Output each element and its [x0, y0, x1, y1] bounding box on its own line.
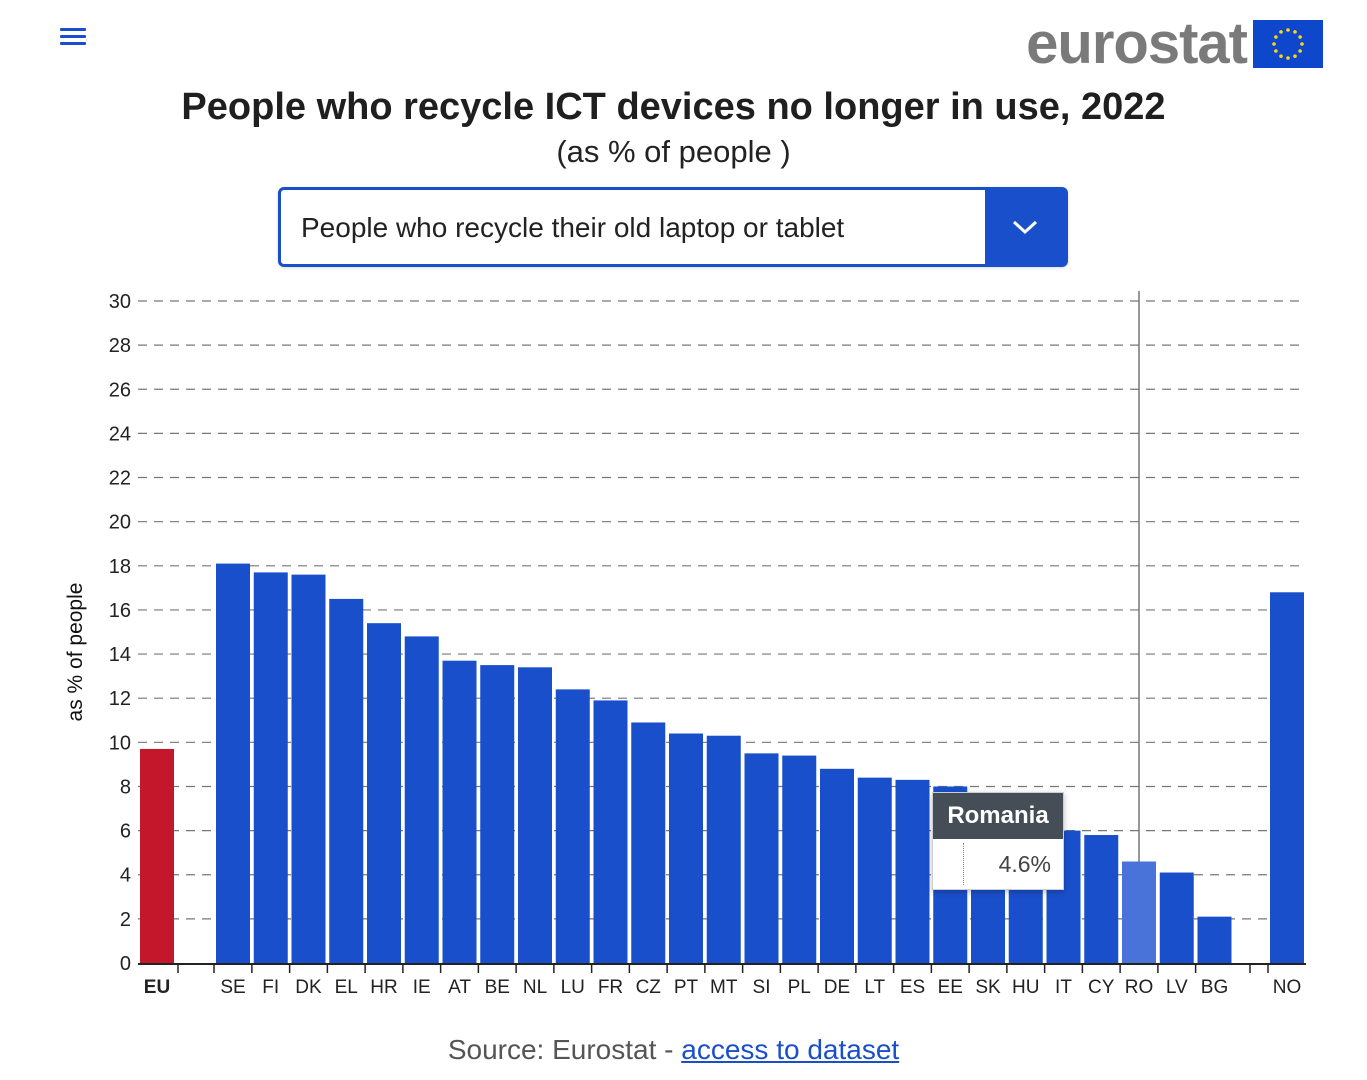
chart-title: People who recycle ICT devices no longer…: [181, 86, 1166, 128]
tooltip: Romania 4.6%: [932, 792, 1064, 890]
bar-de: [820, 768, 854, 963]
logo-text: eurostat: [1026, 11, 1248, 76]
bar-hr: [367, 623, 401, 963]
x-tick-label: PT: [674, 977, 699, 998]
x-tick-label: HR: [370, 977, 397, 998]
x-tick-label: DK: [295, 977, 322, 998]
x-tick-label: SI: [753, 977, 771, 998]
x-tick-label: BG: [1201, 977, 1228, 998]
bar-se: [216, 563, 250, 963]
x-tick-label: CZ: [636, 977, 662, 998]
y-axis-label: as % of people: [64, 583, 87, 722]
eurostat-logo: eurostat: [1026, 14, 1323, 74]
dataset-link[interactable]: access to dataset: [681, 1034, 900, 1065]
indicator-dropdown[interactable]: People who recycle their old laptop or t…: [278, 187, 1068, 267]
y-tick-label: 12: [109, 688, 131, 710]
x-tick-label: EE: [938, 977, 963, 998]
bar-be: [480, 665, 515, 963]
eu-flag-icon: [1253, 20, 1323, 68]
x-tick-label: NO: [1273, 977, 1302, 998]
bar-es: [895, 779, 930, 963]
bar-mt: [706, 735, 741, 963]
bar-bg: [1197, 916, 1232, 963]
hamburger-menu-icon[interactable]: [60, 24, 90, 54]
x-tick-label: PL: [788, 977, 811, 998]
bar-at: [442, 660, 477, 963]
tooltip-divider: [963, 843, 964, 885]
y-tick-label: 18: [109, 556, 131, 578]
x-tick-label: ES: [900, 977, 925, 998]
bar-nl: [518, 667, 552, 963]
y-tick-label: 2: [120, 909, 131, 931]
x-tick-label: EL: [335, 977, 358, 998]
chevron-down-icon[interactable]: [985, 190, 1065, 264]
y-tick-label: 4: [120, 865, 131, 887]
y-tick-label: 14: [109, 644, 131, 666]
x-tick-label: RO: [1125, 977, 1154, 998]
bar-eu: [140, 748, 174, 963]
indicator-dropdown-value: People who recycle their old laptop or t…: [301, 212, 845, 243]
source-note: Source: Eurostat - access to dataset: [0, 1034, 1347, 1066]
x-tick-label: DE: [824, 977, 850, 998]
bar-ro: [1122, 861, 1156, 963]
y-tick-label: 6: [120, 821, 131, 843]
x-tick-label: CY: [1088, 977, 1115, 998]
y-tick-label: 0: [120, 953, 131, 975]
bar-no: [1270, 592, 1304, 963]
bar-cy: [1084, 835, 1119, 963]
x-tick-label: LT: [864, 977, 885, 998]
x-tick-label: IT: [1055, 977, 1072, 998]
x-tick-label: LU: [561, 977, 585, 998]
x-tick-label: FI: [262, 977, 279, 998]
x-tick-label: AT: [448, 977, 471, 998]
y-tick-label: 28: [109, 335, 131, 357]
y-tick-label: 16: [109, 600, 131, 622]
y-tick-label: 30: [109, 291, 131, 313]
source-prefix: Source: Eurostat -: [447, 1034, 682, 1065]
bar-dk: [291, 574, 326, 963]
bar-cz: [631, 722, 666, 963]
y-tick-label: 8: [120, 776, 131, 798]
x-tick-label: MT: [710, 977, 738, 998]
bar-pl: [782, 755, 817, 963]
bar-si: [744, 753, 779, 963]
x-tick-label: IE: [413, 977, 431, 998]
x-tick-label: NL: [523, 977, 547, 998]
bar-lt: [857, 777, 892, 963]
tooltip-value: 4.6%: [998, 851, 1051, 877]
y-tick-label: 20: [109, 512, 131, 534]
y-tick-label: 10: [109, 732, 131, 754]
bar-lu: [555, 689, 590, 963]
bar-pt: [669, 733, 703, 963]
chart-subtitle: (as % of people ): [556, 134, 791, 169]
bar-fr: [593, 700, 628, 963]
y-tick-label: 26: [109, 379, 131, 401]
bar-fi: [253, 572, 288, 963]
bar-ie: [404, 636, 439, 963]
y-tick-label: 22: [109, 468, 131, 490]
y-tick-label: 24: [109, 423, 131, 445]
x-tick-label: EU: [144, 977, 170, 998]
bar-el: [329, 598, 364, 963]
x-tick-label: LV: [1166, 977, 1188, 998]
x-tick-label: SE: [220, 977, 245, 998]
tooltip-country: Romania: [933, 793, 1063, 839]
x-tick-label: HU: [1012, 977, 1039, 998]
bar-lv: [1159, 872, 1194, 963]
x-tick-label: SK: [975, 977, 1001, 998]
x-tick-label: FR: [598, 977, 623, 998]
x-tick-label: BE: [485, 977, 510, 998]
